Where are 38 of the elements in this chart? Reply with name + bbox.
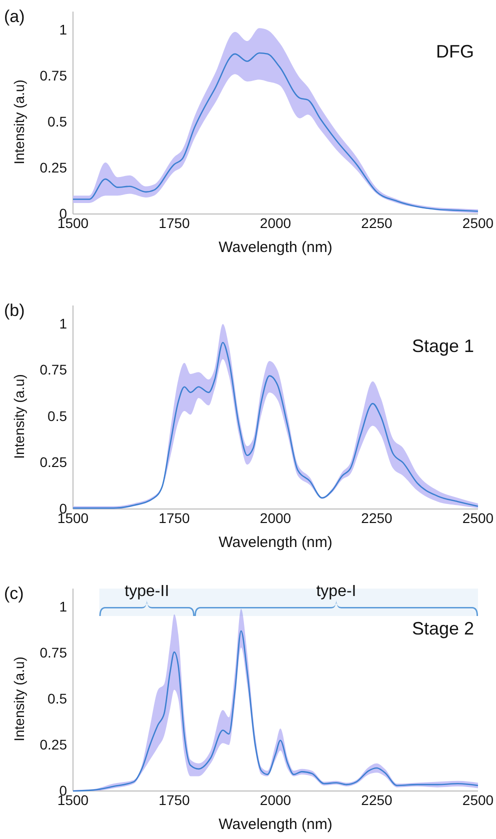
text: Stage 2 <box>412 618 474 639</box>
y-tick-label: 0.5 <box>48 690 68 706</box>
y-tick-label: 0.75 <box>40 67 68 84</box>
y-tick-label: 0.5 <box>48 408 68 424</box>
y-tick-label: 0.75 <box>40 362 68 378</box>
band-label: type-II <box>124 583 170 600</box>
text: (b) <box>4 301 25 320</box>
y-tick-label: 0.25 <box>40 454 68 470</box>
y-axis-title: Intensity (a.u) <box>11 80 27 164</box>
x-tick-label: 2250 <box>361 214 393 231</box>
y-tick-label: 0.25 <box>40 736 68 752</box>
x-tick-label: 2000 <box>260 214 292 231</box>
x-tick-label: 2250 <box>361 792 393 808</box>
x-tick-label: 1750 <box>158 214 190 231</box>
text: (c) <box>4 584 24 603</box>
y-tick-label: 1 <box>59 315 68 332</box>
text: Stage 1 <box>412 336 474 356</box>
x-tick-label: 2000 <box>260 792 292 808</box>
x-tick-label: 1750 <box>158 792 190 808</box>
x-tick-label: 1750 <box>158 510 190 526</box>
band-label: type-I <box>316 583 356 600</box>
x-tick-label: 2500 <box>462 792 494 808</box>
text: DFG <box>436 42 474 62</box>
x-tick-label: 2000 <box>260 510 292 526</box>
y-axis-title: Intensity (a.u) <box>11 656 27 742</box>
y-tick-label: 1 <box>59 598 68 614</box>
x-tick-label: 2500 <box>462 510 494 526</box>
x-axis-title: Wavelength (nm) <box>218 239 332 256</box>
y-tick-label: 0.25 <box>40 159 68 176</box>
x-tick-label: 2500 <box>462 214 494 231</box>
text: (a) <box>4 7 25 26</box>
y-tick-label: 0.5 <box>48 113 68 130</box>
y-axis-title: Intensity (a.u) <box>11 374 27 459</box>
y-tick-label: 0.75 <box>40 644 68 660</box>
x-axis-title: Wavelength (nm) <box>218 534 332 551</box>
y-tick-label: 1 <box>59 21 68 38</box>
x-axis-title: Wavelength (nm) <box>218 816 332 833</box>
x-tick-label: 2250 <box>361 510 393 526</box>
